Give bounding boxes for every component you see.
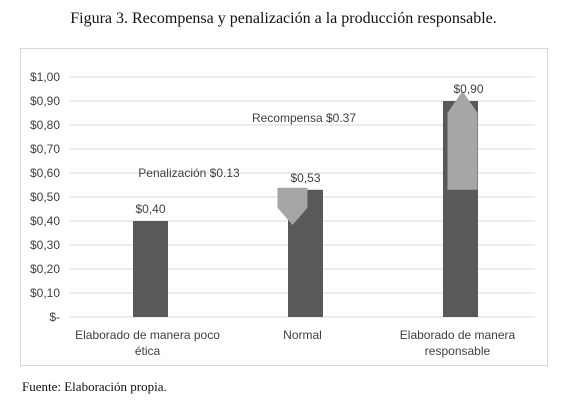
x-category-label: Elaborado de manera [400,328,516,342]
x-category-label: ética [135,344,161,358]
chart-frame [20,48,548,366]
y-tick-label: $0,80 [30,118,60,132]
annotation-label: Recompensa $0.37 [252,111,356,125]
y-tick-label: $0,50 [30,190,60,204]
figure-source: Fuente: Elaboración propia. [22,379,167,394]
y-tick-label: $1,00 [30,70,60,84]
figure-caption: Figura 3. Recompensa y penalización a la… [70,10,497,27]
x-category-label: Elaborado de manera poco [75,328,220,342]
y-tick-label: $0,60 [30,166,60,180]
y-tick-label: $0,90 [30,94,60,108]
bar-1 [133,221,168,317]
data-label: $0,90 [453,82,483,96]
y-tick-label: $0,40 [30,214,60,228]
data-label: $0,53 [290,171,320,185]
y-tick-label: $- [49,310,60,324]
reward-arrow [447,91,478,190]
annotation-label: Penalización $0.13 [138,166,240,180]
penalty-arrow [277,187,308,225]
y-tick-label: $0,20 [30,262,60,276]
y-tick-label: $0,30 [30,238,60,252]
x-category-label: Normal [283,328,322,342]
y-tick-label: $0,70 [30,142,60,156]
x-category-label: responsable [425,344,491,358]
y-tick-label: $0,10 [30,286,60,300]
data-label: $0,40 [135,202,165,216]
